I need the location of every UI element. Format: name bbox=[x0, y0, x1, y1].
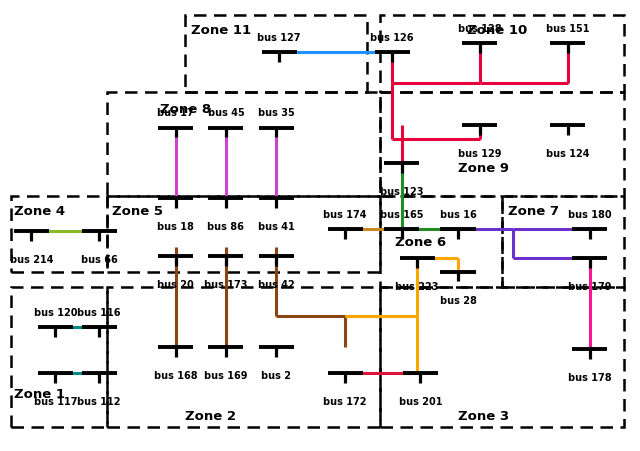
Text: bus 128: bus 128 bbox=[458, 24, 502, 34]
Bar bbox=[12, 197, 107, 272]
Text: bus 168: bus 168 bbox=[154, 370, 198, 380]
Bar bbox=[380, 197, 502, 287]
Bar bbox=[380, 15, 624, 93]
Text: bus 127: bus 127 bbox=[257, 33, 301, 43]
Text: Zone 2: Zone 2 bbox=[185, 409, 236, 422]
Text: bus 28: bus 28 bbox=[440, 295, 476, 305]
Bar bbox=[107, 287, 380, 427]
Text: bus 45: bus 45 bbox=[207, 108, 244, 118]
Text: bus 173: bus 173 bbox=[204, 280, 248, 290]
Text: bus 151: bus 151 bbox=[546, 24, 589, 34]
Text: bus 124: bus 124 bbox=[546, 149, 589, 159]
Bar bbox=[12, 287, 107, 427]
Text: bus 123: bus 123 bbox=[380, 187, 423, 197]
Text: bus 120: bus 120 bbox=[33, 307, 77, 317]
Text: Zone 4: Zone 4 bbox=[14, 204, 65, 217]
Text: bus 179: bus 179 bbox=[568, 281, 611, 292]
Text: bus 112: bus 112 bbox=[77, 396, 121, 406]
Bar bbox=[107, 93, 380, 197]
Text: bus 86: bus 86 bbox=[207, 222, 244, 232]
Text: Zone 5: Zone 5 bbox=[112, 204, 163, 217]
Text: bus 117: bus 117 bbox=[33, 396, 77, 406]
Text: Zone 9: Zone 9 bbox=[458, 161, 509, 175]
Text: bus 41: bus 41 bbox=[258, 222, 294, 232]
Bar bbox=[502, 197, 624, 287]
Text: bus 129: bus 129 bbox=[458, 149, 502, 159]
Text: Zone 6: Zone 6 bbox=[396, 235, 446, 248]
Text: bus 16: bus 16 bbox=[440, 210, 476, 220]
Text: bus 2: bus 2 bbox=[261, 370, 291, 380]
Text: bus 178: bus 178 bbox=[568, 372, 611, 382]
Text: bus 201: bus 201 bbox=[399, 396, 442, 406]
Text: bus 169: bus 169 bbox=[204, 370, 248, 380]
Bar bbox=[380, 93, 624, 197]
Bar bbox=[380, 287, 624, 427]
Text: Zone 3: Zone 3 bbox=[458, 409, 509, 422]
Text: bus 172: bus 172 bbox=[323, 396, 367, 406]
Text: bus 20: bus 20 bbox=[157, 280, 194, 290]
Text: bus 66: bus 66 bbox=[81, 254, 118, 264]
Text: bus 17: bus 17 bbox=[157, 108, 194, 118]
Text: bus 42: bus 42 bbox=[258, 280, 294, 290]
Text: bus 165: bus 165 bbox=[380, 210, 423, 220]
Text: bus 35: bus 35 bbox=[258, 108, 294, 118]
Text: Zone 11: Zone 11 bbox=[191, 24, 252, 37]
Text: bus 18: bus 18 bbox=[157, 222, 194, 232]
Bar bbox=[107, 197, 380, 272]
Text: Zone 10: Zone 10 bbox=[467, 24, 527, 37]
Text: Zone 1: Zone 1 bbox=[14, 387, 65, 400]
Text: bus 126: bus 126 bbox=[371, 33, 414, 43]
Text: Zone 7: Zone 7 bbox=[508, 204, 559, 217]
Text: bus 174: bus 174 bbox=[323, 210, 367, 220]
Bar bbox=[185, 15, 367, 93]
Text: bus 223: bus 223 bbox=[396, 281, 439, 292]
Text: bus 116: bus 116 bbox=[77, 307, 121, 317]
Text: bus 214: bus 214 bbox=[10, 254, 53, 264]
Text: Zone 8: Zone 8 bbox=[160, 103, 211, 115]
Text: bus 180: bus 180 bbox=[568, 210, 611, 220]
